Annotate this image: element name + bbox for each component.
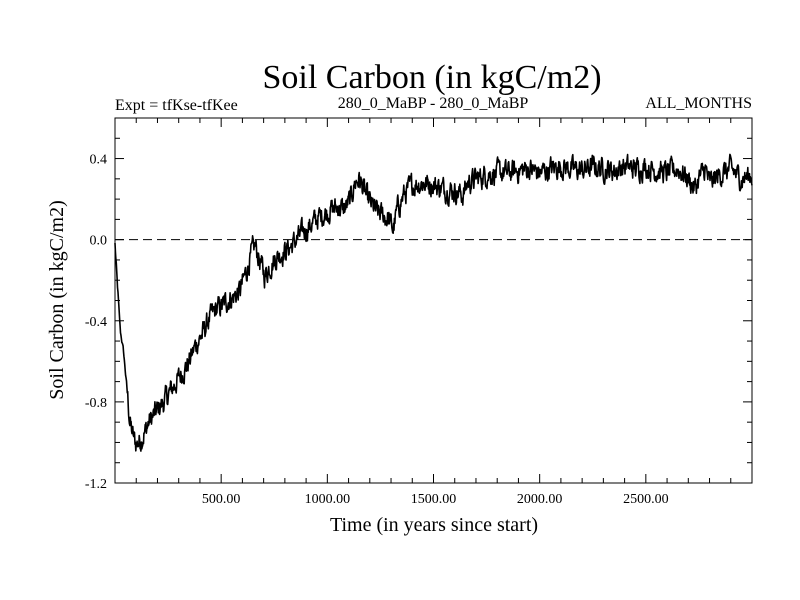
months-label: ALL_MONTHS: [645, 95, 752, 112]
x-tick-label: 500.00: [202, 492, 241, 507]
y-tick-label: -0.4: [85, 315, 107, 330]
x-tick-label: 2000.00: [517, 492, 563, 507]
y-axis-label: Soil Carbon (in kgC/m2): [46, 200, 68, 399]
comparison-label: 280_0_MaBP - 280_0_MaBP: [338, 95, 529, 112]
y-tick-label: 0.4: [90, 153, 108, 168]
plot-frame: [114, 117, 753, 484]
y-tick-label: 0.0: [90, 234, 108, 249]
y-tick-label: -1.2: [85, 477, 107, 492]
soil-carbon-series-line: [114, 153, 753, 452]
x-tick-label: 1000.00: [305, 492, 351, 507]
plot-area: 500.00 1000.00 1500.00 2000.00 2500.00 -1.2 -0…: [85, 117, 753, 507]
y-tick-label: -0.8: [85, 396, 107, 411]
experiment-label: Expt = tfKse-tfKee: [115, 97, 238, 114]
x-tick-label: 2500.00: [623, 492, 669, 507]
x-axis-label: Time (in years since start): [330, 514, 538, 536]
chart-title: Soil Carbon (in kgC/m2): [262, 59, 601, 96]
x-tick-label: 1500.00: [411, 492, 457, 507]
